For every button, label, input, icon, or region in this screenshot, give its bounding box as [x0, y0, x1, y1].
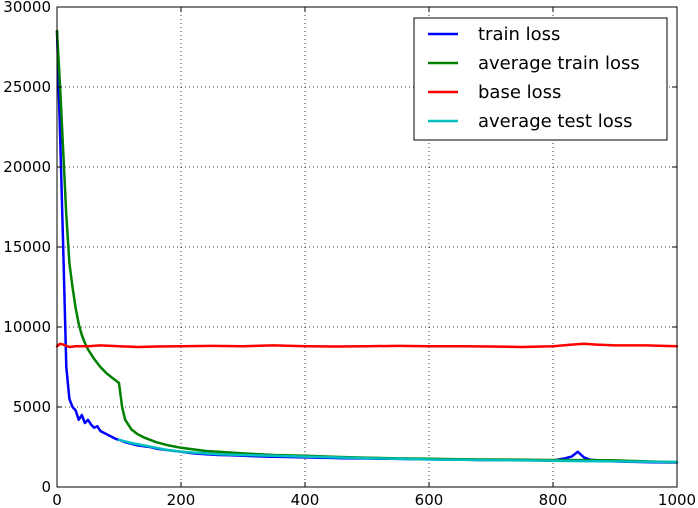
series-layer	[55, 29, 679, 464]
legend-label: train loss	[478, 24, 560, 45]
y-tick-label: 15000	[3, 238, 51, 256]
x-tick-label: 800	[539, 491, 568, 508]
y-tick-label: 10000	[3, 318, 51, 336]
series-line-3	[117, 438, 679, 464]
y-tick-label: 0	[41, 478, 51, 496]
legend-label: average train loss	[478, 53, 640, 74]
legend-label: base loss	[478, 82, 561, 103]
x-tick-label: 400	[291, 491, 320, 508]
series-line-2	[55, 342, 679, 349]
legend: train loss average train loss base loss ave…	[413, 17, 668, 141]
legend-label: average test loss	[478, 111, 632, 132]
y-tick-label: 25000	[3, 78, 51, 96]
x-tick-label: 200	[167, 491, 196, 508]
legend-box	[413, 17, 668, 141]
y-tick-label: 20000	[3, 158, 51, 176]
x-tick-label: 0	[52, 491, 62, 508]
y-tick-label: 5000	[13, 398, 51, 416]
axis-ticks: 0 200 400 600 800 100005000100001500020000250…	[3, 0, 696, 508]
x-tick-label: 600	[415, 491, 444, 508]
x-tick-label: 1000	[658, 491, 696, 508]
y-tick-label: 30000	[3, 0, 51, 16]
